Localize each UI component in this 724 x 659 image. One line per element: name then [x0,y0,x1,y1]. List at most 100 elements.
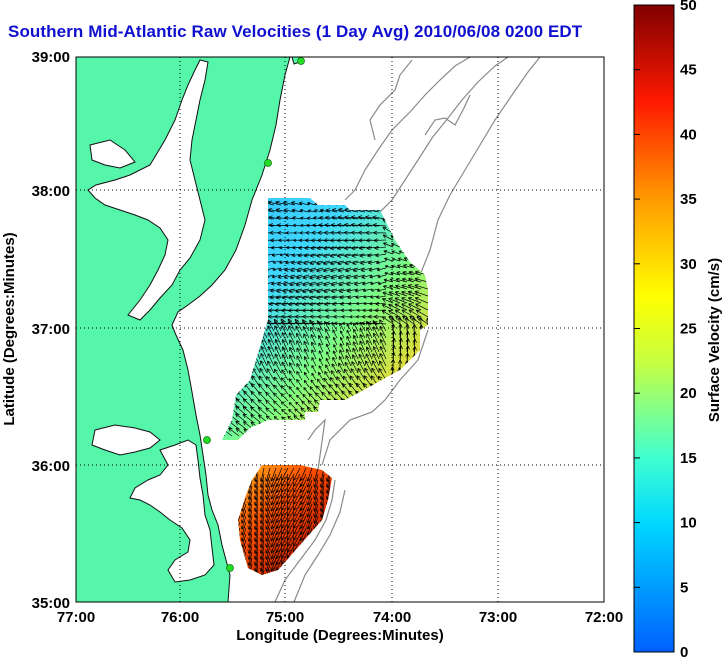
velocity-arrow [379,325,387,339]
x-axis: 77:00 76:00 75:00 74:00 73:00 72:00 Long… [57,609,623,644]
velocity-arrow [318,335,324,346]
velocity-arrow [352,354,359,367]
velocity-arrow [288,325,296,339]
velocity-arrow [281,325,289,339]
velocity-arrow [295,332,303,346]
velocity-arrow [353,322,359,332]
velocity-arrow [379,319,387,332]
velocity-arrow [283,281,296,287]
velocity-arrow [278,238,289,243]
velocity-arrow [324,321,331,332]
velocity-arrow [293,515,301,529]
velocity-arrow [332,329,338,339]
y-tick-label: 36:00 [32,458,70,475]
velocity-arrow [309,319,317,332]
velocity-arrow [238,521,241,536]
velocity-arrow [270,545,277,560]
velocity-arrow [288,370,296,381]
velocity-arrow [284,215,296,220]
velocity-arrow [228,427,240,437]
colorbar-tick-label: 25 [680,321,697,338]
velocity-arrow [330,274,345,280]
velocity-arrow [401,277,415,283]
velocity-arrow [290,267,303,273]
velocity-arrow [382,291,394,297]
x-tick-label: 75:00 [266,609,304,626]
velocity-arrow [394,303,408,311]
velocity-arrow [310,326,317,339]
velocity-arrow [330,370,338,381]
velocity-arrow [354,281,366,286]
velocity-arrow [375,260,387,265]
velocity-arrow [270,551,277,566]
velocity-arrow [414,290,428,297]
velocity-arrow [372,215,387,220]
velocity-arrow [307,209,317,213]
velocity-arrow [366,245,380,251]
velocity-arrow [372,222,387,228]
velocity-arrow [309,295,324,300]
velocity-arrow [281,527,289,541]
velocity-arrow [306,485,313,500]
velocity-arrow [281,533,289,547]
velocity-arrow [331,215,345,220]
velocity-arrow [238,527,241,542]
velocity-arrow [316,295,331,300]
velocity-arrow [286,485,295,499]
velocity-arrow [384,271,394,276]
velocity-arrow [270,467,277,482]
velocity-arrow [332,350,338,360]
velocity-arrow [377,274,387,279]
velocity-arrow [275,295,289,300]
colorbar-tick-label: 30 [680,256,697,273]
velocity-arrow [339,349,345,360]
velocity-arrow [376,267,387,272]
velocity-arrow [382,234,394,241]
velocity-arrow [296,363,303,374]
velocity-arrow [302,319,310,332]
velocity-arrow [281,353,289,367]
velocity-arrow [390,271,401,276]
velocity-arrow [299,491,307,506]
velocity-arrow [325,357,331,367]
velocity-arrow [235,413,247,423]
velocity-arrow [325,343,331,353]
velocity-arrow [289,346,296,360]
velocity-arrow [288,394,296,402]
velocity-arrow [242,413,254,423]
velocity-arrow [402,270,415,276]
radar-station [264,159,272,167]
velocity-arrow [401,309,415,318]
velocity-arrow [338,355,345,367]
velocity-arrow [289,281,303,287]
velocity-arrow [293,509,301,523]
velocity-arrow [353,328,359,339]
velocity-arrow [259,367,268,381]
velocity-arrow [265,391,275,402]
velocity-arrow [300,216,310,220]
velocity-arrow [293,473,301,487]
velocity-arrow [358,353,366,367]
velocity-arrow [317,371,324,381]
velocity-arrow [303,348,310,360]
y-axis: 39:00 38:00 37:00 36:00 35:00 Latitude (… [1,49,70,612]
velocity-arrow [265,569,271,575]
velocity-arrow [366,320,373,332]
velocity-arrow [288,288,303,294]
velocity-arrow [299,208,310,213]
velocity-arrow [310,245,324,251]
velocity-arrow [341,314,352,319]
velocity-arrow [303,333,310,346]
velocity-arrow [270,473,277,488]
velocity-arrow [323,246,338,251]
velocity-arrow [281,503,289,517]
velocity-arrow [316,274,331,280]
x-tick-label: 77:00 [57,609,95,626]
velocity-arrow [299,485,307,500]
velocity-arrow [307,201,317,206]
velocity-arrow [362,288,373,293]
velocity-arrow [306,509,313,524]
velocity-arrow [303,340,310,353]
